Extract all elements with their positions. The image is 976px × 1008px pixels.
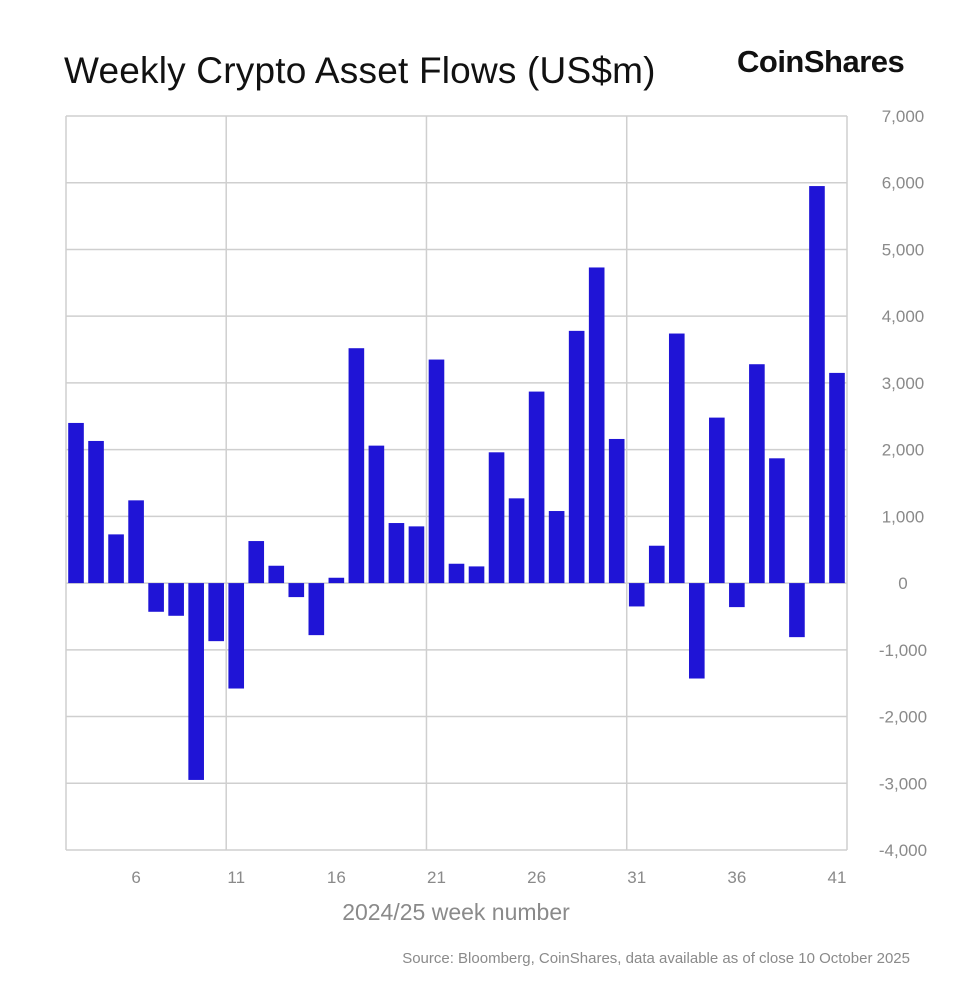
bar	[488, 452, 505, 584]
y-tick-label: 2,000	[882, 441, 925, 460]
bar	[528, 391, 545, 584]
bar	[228, 583, 245, 689]
x-tick-label: 31	[627, 868, 646, 887]
x-tick-label: 36	[727, 868, 746, 887]
bar	[428, 359, 445, 584]
bar	[688, 583, 705, 679]
x-tick-label: 21	[427, 868, 446, 887]
bar	[168, 583, 184, 616]
bar	[88, 440, 104, 584]
bar-chart: 7,000 6,000 5,000 4,000 3,000 2,000 1,000 0 -1,0…	[65, 107, 927, 925]
bar	[789, 583, 805, 638]
bar	[769, 458, 785, 584]
y-tick-label: 4,000	[882, 307, 925, 326]
chart-title: Weekly Crypto Asset Flows (US$m)	[64, 50, 656, 91]
bar	[809, 186, 825, 584]
x-tick-label: 6	[131, 868, 140, 887]
bar	[388, 523, 405, 584]
bar	[348, 348, 365, 584]
bar	[628, 583, 645, 607]
bar	[408, 526, 425, 584]
bar	[208, 583, 225, 642]
bar	[508, 498, 525, 584]
bar	[668, 333, 685, 584]
bar	[328, 577, 345, 584]
bar	[648, 545, 665, 584]
coinshares-logo: CoinShares	[737, 44, 905, 79]
bar	[148, 583, 164, 612]
source-note: Source: Bloomberg, CoinShares, data avai…	[402, 950, 910, 967]
y-tick-label: -4,000	[879, 841, 927, 860]
y-tick-label: 5,000	[882, 240, 925, 259]
bar	[709, 417, 725, 584]
y-tick-label: -2,000	[879, 708, 927, 727]
bar	[268, 565, 285, 584]
y-tick-label: 3,000	[882, 374, 925, 393]
bar	[749, 364, 765, 584]
bar	[108, 534, 124, 584]
bar	[128, 500, 144, 584]
bar	[448, 563, 465, 584]
bar	[308, 583, 325, 636]
bar	[368, 445, 385, 584]
y-tick-label: 6,000	[882, 174, 925, 193]
bar	[608, 438, 625, 584]
bar	[729, 583, 745, 608]
x-tick-label: 16	[327, 868, 346, 887]
bar	[188, 583, 204, 780]
bar	[288, 583, 305, 598]
y-tick-label: 0	[898, 574, 907, 593]
bar	[468, 566, 485, 584]
bar	[548, 511, 565, 584]
x-tick-label: 26	[527, 868, 546, 887]
y-tick-label: -3,000	[879, 774, 927, 793]
y-tick-label: 7,000	[882, 107, 925, 126]
bar	[68, 422, 84, 584]
x-tick-label: 11	[227, 868, 245, 887]
bar	[248, 541, 265, 584]
bar	[829, 372, 845, 584]
y-tick-label: -1,000	[879, 641, 927, 660]
bar	[568, 330, 585, 584]
x-axis-label: 2024/25 week number	[342, 899, 570, 925]
y-tick-label: 1,000	[882, 507, 925, 526]
bar	[588, 267, 605, 584]
x-tick-label: 41	[828, 868, 847, 887]
